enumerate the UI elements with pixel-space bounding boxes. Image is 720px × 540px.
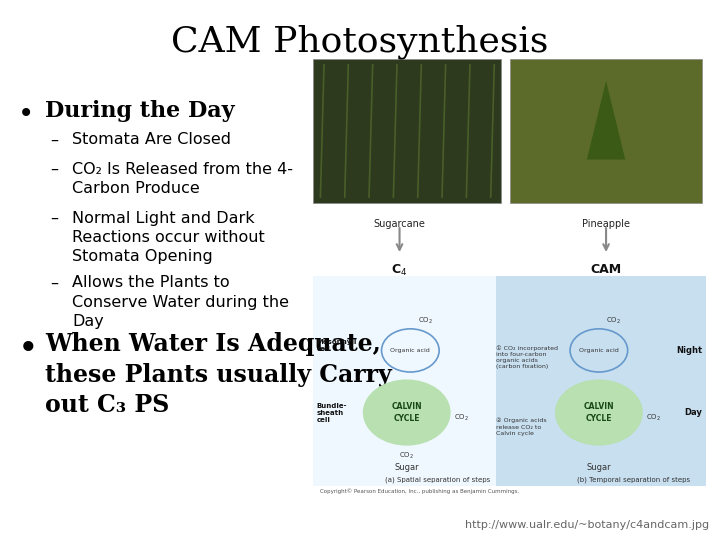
- Text: Bundle-
sheath
cell: Bundle- sheath cell: [317, 402, 347, 422]
- Text: Day: Day: [684, 408, 702, 417]
- Text: Organic acid: Organic acid: [390, 348, 431, 353]
- Text: Allows the Plants to
Conserve Water during the
Day: Allows the Plants to Conserve Water duri…: [72, 275, 289, 329]
- Text: Normal Light and Dark
Reactions occur without
Stomata Opening: Normal Light and Dark Reactions occur wi…: [72, 211, 265, 264]
- Text: During the Day: During the Day: [45, 100, 235, 122]
- Text: •: •: [18, 100, 35, 128]
- FancyBboxPatch shape: [313, 276, 706, 486]
- Text: Pineapple: Pineapple: [582, 219, 630, 229]
- Text: (a) Spatial separation of steps: (a) Spatial separation of steps: [385, 477, 490, 483]
- Text: Mesophyll
cell: Mesophyll cell: [317, 339, 357, 352]
- Text: ① CO₂ incorporated
into four-carbon
organic acids
(carbon fixation): ① CO₂ incorporated into four-carbon orga…: [495, 345, 557, 369]
- Circle shape: [364, 380, 450, 445]
- FancyBboxPatch shape: [510, 59, 702, 202]
- Text: CAM Photosynthesis: CAM Photosynthesis: [171, 24, 549, 59]
- Text: Stomata Are Closed: Stomata Are Closed: [72, 132, 231, 147]
- Text: Sugarcane: Sugarcane: [374, 219, 426, 229]
- Text: CALVIN
CYCLE: CALVIN CYCLE: [392, 402, 422, 423]
- Text: CO$_2$: CO$_2$: [418, 316, 433, 326]
- Text: –: –: [50, 132, 58, 147]
- Text: Copyright© Pearson Education, Inc., publishing as Benjamin Cummings.: Copyright© Pearson Education, Inc., publ…: [320, 489, 520, 494]
- Text: CO$_2$: CO$_2$: [606, 316, 621, 326]
- Text: –: –: [50, 162, 58, 177]
- FancyBboxPatch shape: [495, 276, 706, 486]
- Polygon shape: [587, 81, 625, 160]
- Text: CO$_2$: CO$_2$: [399, 450, 414, 461]
- Text: CO$_2$: CO$_2$: [454, 413, 469, 423]
- Text: CALVIN
CYCLE: CALVIN CYCLE: [583, 402, 614, 423]
- Text: CO₂ Is Released from the 4-
Carbon Produce: CO₂ Is Released from the 4- Carbon Produ…: [72, 162, 293, 196]
- FancyBboxPatch shape: [313, 59, 501, 202]
- Circle shape: [556, 380, 642, 445]
- Text: Night: Night: [676, 346, 702, 355]
- Text: Organic acid: Organic acid: [579, 348, 618, 353]
- Text: ② Organic acids
release CO₂ to
Calvin cycle: ② Organic acids release CO₂ to Calvin cy…: [495, 418, 546, 436]
- Text: CO$_2$: CO$_2$: [646, 413, 661, 423]
- Text: Sugar: Sugar: [395, 463, 419, 472]
- Text: http://www.ualr.edu/~botany/c4andcam.jpg: http://www.ualr.edu/~botany/c4andcam.jpg: [465, 520, 709, 530]
- Text: When Water Is Adequate,
these Plants usually Carry
out C₃ PS: When Water Is Adequate, these Plants usu…: [45, 332, 392, 417]
- Text: –: –: [50, 211, 58, 226]
- Text: C$_4$: C$_4$: [392, 263, 408, 278]
- Text: –: –: [50, 275, 58, 291]
- Text: Sugar: Sugar: [587, 463, 611, 472]
- Text: (b) Temporal separation of steps: (b) Temporal separation of steps: [577, 477, 690, 483]
- Text: CAM: CAM: [590, 263, 621, 276]
- Text: •: •: [18, 332, 39, 366]
